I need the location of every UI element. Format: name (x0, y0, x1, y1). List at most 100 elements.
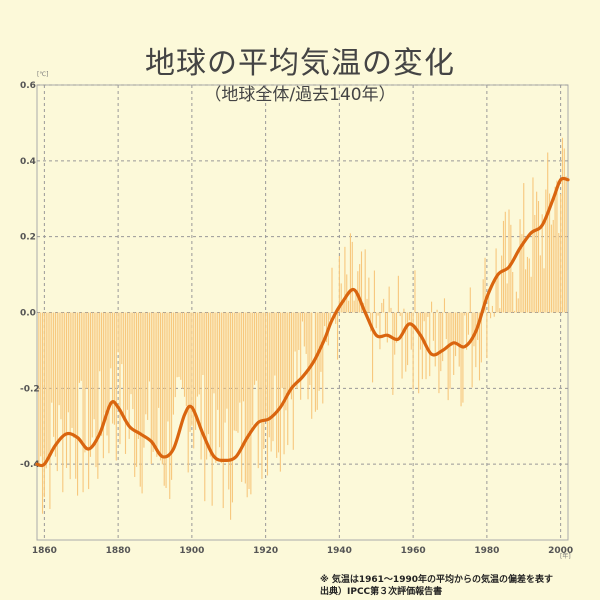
annual-bar (549, 193, 551, 313)
annual-bar (207, 312, 210, 435)
annual-bar (296, 312, 298, 389)
annual-bar (532, 177, 534, 313)
annual-bar (395, 312, 398, 343)
annual-bar (490, 312, 492, 319)
y-tick-label: -0.2 (20, 384, 40, 394)
annual-bar (300, 312, 302, 400)
annual-bar (384, 312, 387, 335)
annual-bar (320, 312, 322, 372)
annual-bar (89, 312, 92, 457)
annual-bar (421, 312, 423, 380)
x-tick-label: 1860 (32, 546, 57, 556)
annual-bar (161, 312, 163, 465)
annual-bar (431, 301, 433, 313)
annual-bar (239, 312, 241, 403)
annual-bar (43, 312, 45, 498)
annual-bar (351, 241, 353, 313)
annual-bar (47, 312, 49, 458)
annual-bar (281, 312, 283, 389)
annual-bar (316, 312, 318, 410)
annual-bar (491, 305, 493, 313)
annual-bar (187, 312, 189, 473)
annual-bar (195, 312, 197, 430)
annual-bar (482, 279, 484, 313)
annual-bar (454, 312, 457, 357)
annual-bar (196, 312, 198, 397)
annual-bar (113, 312, 115, 425)
annual-bar (355, 293, 357, 313)
annual-bar (359, 264, 361, 313)
annual-bar (515, 291, 517, 313)
annual-bar (189, 312, 191, 432)
annual-bar (174, 312, 176, 398)
annual-bar (333, 312, 335, 314)
annual-bar (462, 312, 464, 403)
annual-bar (178, 312, 180, 377)
annual-bar (530, 276, 532, 313)
annual-bar (246, 312, 248, 498)
annual-bar (372, 312, 374, 383)
annual-bar (416, 312, 418, 330)
annual-bar (464, 312, 466, 316)
annual-bar (176, 312, 178, 378)
annual-bar (405, 312, 407, 372)
annual-bar (360, 251, 363, 313)
annual-bar (244, 312, 246, 484)
annual-bar (289, 312, 291, 395)
annual-bar (517, 298, 519, 313)
annual-bar (183, 312, 186, 397)
annual-bars (38, 137, 567, 520)
grid (36, 84, 569, 541)
annual-bar (528, 258, 530, 313)
annual-bar (552, 219, 554, 313)
annual-bar (163, 312, 165, 486)
annual-bar (261, 312, 263, 479)
annual-bar (263, 312, 265, 449)
annual-bar (274, 312, 276, 376)
annual-bar (423, 312, 425, 322)
annual-bar (54, 312, 56, 457)
annual-bar (272, 312, 274, 442)
annual-bar (51, 312, 53, 403)
annual-bar (230, 312, 232, 520)
annual-bar (159, 312, 162, 461)
annual-bar (447, 312, 449, 401)
annual-bar (502, 220, 505, 313)
annual-bar (541, 214, 543, 313)
annual-bar (60, 312, 62, 420)
annual-bar (106, 312, 108, 436)
annual-bar (100, 312, 103, 436)
chart-title: 地球の平均気温の変化 (145, 46, 455, 81)
annual-bar (383, 298, 385, 313)
y-tick-label: 0.6 (20, 81, 36, 91)
annual-bar (375, 312, 377, 329)
annual-bar (392, 312, 394, 395)
annual-bar (290, 312, 292, 400)
annual-bar (427, 312, 429, 317)
annual-bar (364, 249, 366, 313)
annual-bar (329, 312, 331, 320)
annual-bar (434, 312, 436, 367)
annual-bar (78, 312, 80, 383)
annual-bar (407, 312, 409, 366)
annual-bar (71, 312, 73, 428)
annual-bar (469, 287, 471, 313)
annual-bar (119, 312, 121, 445)
annual-bar (410, 312, 412, 350)
annual-bar (117, 312, 119, 353)
annual-bar (91, 312, 93, 438)
annual-bar (283, 312, 285, 455)
y-tick-label: 0.4 (20, 157, 36, 167)
annual-bar (558, 233, 560, 313)
annual-bar (266, 312, 269, 476)
annual-bar (466, 312, 468, 350)
annual-bar (440, 312, 442, 372)
annual-bar (104, 312, 106, 413)
annual-bar (508, 209, 510, 313)
annual-bar (123, 312, 125, 421)
annual-bar (419, 312, 422, 350)
annual-bar (213, 312, 215, 394)
x-tick-label: 1940 (327, 546, 352, 556)
annual-bar (554, 186, 556, 313)
